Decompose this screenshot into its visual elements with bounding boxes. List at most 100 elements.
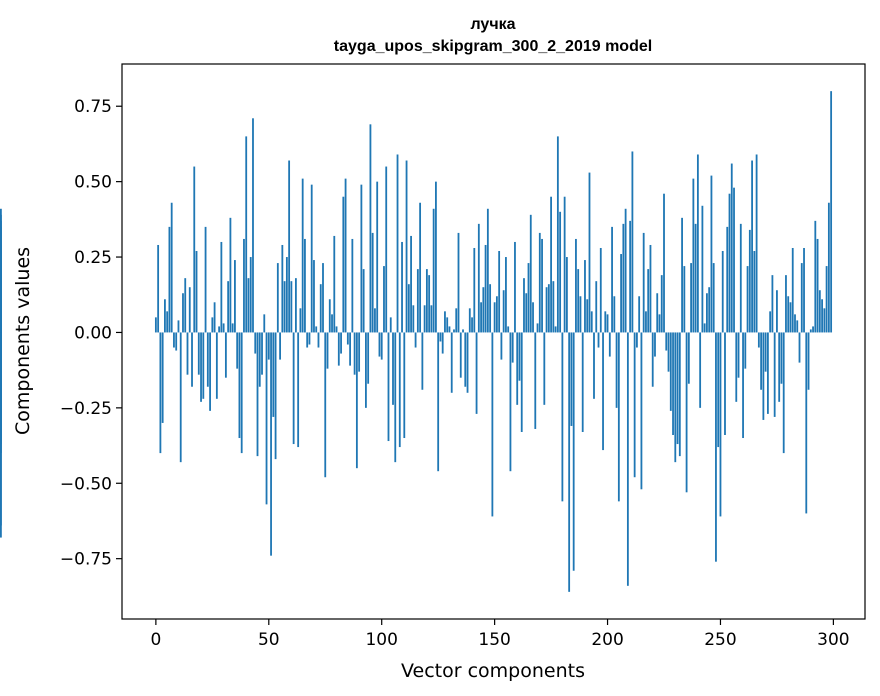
bar-7 [170, 202, 173, 333]
bar-222 [656, 293, 659, 333]
bar-176 [552, 281, 555, 333]
bar-282 [791, 247, 794, 333]
bar-225 [663, 193, 665, 333]
x-tick-label: 200 [591, 630, 623, 650]
bar-104 [389, 317, 392, 333]
bar-54 [276, 263, 279, 333]
bar-186 [575, 238, 577, 333]
bar-63 [297, 332, 300, 448]
bar-173 [545, 287, 548, 333]
bar-259 [739, 223, 742, 333]
bar-281 [789, 302, 792, 333]
bar-55 [279, 332, 281, 360]
bar-284 [796, 320, 799, 333]
bar-198 [602, 332, 604, 451]
bar-199 [604, 311, 607, 333]
bar-163 [523, 278, 525, 333]
bar-254 [728, 193, 731, 333]
x-tick-label: 0 [150, 630, 161, 650]
bar-92 [362, 269, 365, 333]
bar-256 [733, 187, 735, 333]
bar-138 [466, 332, 469, 393]
bar-172 [543, 332, 546, 405]
bar-78 [331, 314, 333, 333]
bar-161 [518, 332, 521, 381]
bar-74 [322, 263, 324, 333]
bar-184 [570, 332, 573, 426]
bar-243 [703, 323, 706, 333]
bar-283 [794, 314, 796, 333]
bar-220 [651, 332, 654, 387]
bar-145 [482, 287, 485, 333]
bar-263 [748, 229, 751, 333]
bar-124 [435, 181, 437, 333]
bar-167 [532, 302, 534, 333]
bar-293 [816, 238, 819, 333]
bar-27 [215, 332, 218, 399]
bar-292 [814, 220, 817, 333]
bar-38 [240, 332, 243, 454]
bar-84 [344, 178, 347, 333]
bar-213 [636, 332, 638, 348]
bar-232 [678, 332, 681, 457]
bar-205 [617, 332, 620, 502]
bar-231 [676, 332, 679, 445]
x-tick-label: 100 [365, 630, 397, 650]
bar-50 [267, 332, 270, 360]
bar-24 [209, 332, 211, 411]
bar-151 [495, 296, 498, 333]
bar-175 [550, 196, 552, 333]
bar-236 [687, 332, 690, 384]
bar-215 [640, 332, 643, 490]
y-tick-label: −0.25 [60, 399, 112, 419]
bar-89 [355, 332, 358, 469]
bar-102 [385, 166, 388, 333]
bar-197 [599, 247, 602, 333]
y-tick-label: 0.00 [74, 323, 112, 343]
bar-44 [254, 332, 257, 354]
bar-106 [394, 332, 397, 463]
bar-214 [638, 296, 641, 333]
bar-23 [206, 332, 209, 387]
bar-207 [622, 223, 625, 333]
bar-94 [367, 332, 370, 384]
bar-43 [252, 118, 254, 333]
bar-46 [258, 332, 261, 387]
bar-111 [405, 160, 408, 333]
bar-169 [536, 323, 539, 333]
bar-201 [608, 332, 611, 357]
bar-128 [444, 311, 446, 333]
bar-18 [195, 251, 198, 333]
bar-119 [423, 305, 426, 333]
bar-3 [161, 332, 164, 423]
bar-278 [782, 332, 785, 454]
bar-164 [525, 293, 528, 333]
bar-219 [649, 244, 652, 333]
bar-121 [428, 275, 431, 333]
plot-area-frame [121, 63, 866, 620]
bar-192 [588, 172, 591, 333]
bar-30 [222, 323, 225, 333]
bar-150 [493, 302, 496, 333]
bar-287 [803, 247, 805, 333]
bar-48 [263, 314, 266, 333]
bar-255 [730, 163, 733, 333]
bar-159 [514, 241, 516, 333]
bar-217 [645, 311, 647, 333]
y-tick-label: 0.25 [74, 248, 112, 268]
y-axis-label: Components values [12, 247, 34, 435]
bar-98 [376, 181, 379, 333]
bar-90 [358, 332, 361, 372]
bar-181 [563, 196, 566, 333]
bar-101 [383, 266, 385, 333]
bar-65 [301, 178, 304, 333]
bar-40 [245, 136, 248, 333]
bar-158 [511, 332, 514, 363]
bar-112 [407, 284, 410, 333]
bar-118 [421, 332, 424, 390]
bar-178 [556, 136, 559, 333]
bar-285 [798, 332, 801, 363]
bar-49 [265, 332, 268, 505]
bar-196 [597, 332, 600, 348]
